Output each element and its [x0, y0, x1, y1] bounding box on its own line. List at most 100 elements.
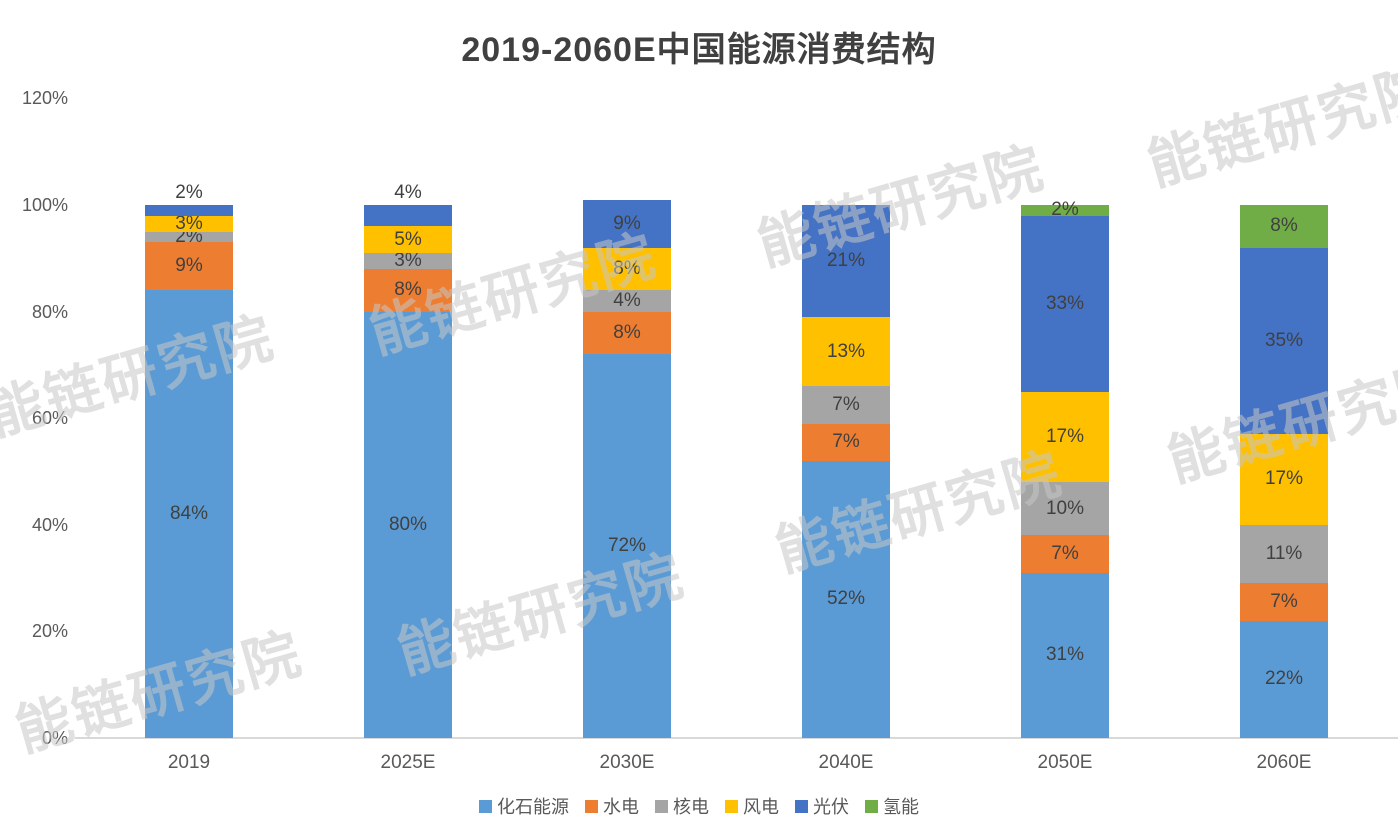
bar-segment-光伏	[145, 205, 233, 216]
bar-segment-核电	[583, 290, 671, 312]
bar-label: 35%	[1264, 329, 1304, 351]
legend-label: 水电	[603, 797, 639, 817]
bar-segment-核电	[1021, 482, 1109, 536]
legend-item-光伏: 光伏	[795, 793, 849, 819]
bar-segment-风电	[364, 226, 452, 253]
bar-label: 22%	[1264, 668, 1304, 690]
bar-label: 10%	[1045, 497, 1085, 519]
bar-segment-化石能源	[802, 460, 890, 738]
bar-label: 84%	[169, 503, 209, 525]
watermark: 能链研究院	[1140, 54, 1398, 197]
bar-segment-水电	[583, 311, 671, 355]
legend-item-氢能: 氢能	[865, 793, 919, 819]
x-axis-label: 2030E	[599, 752, 655, 773]
bar-segment-化石能源	[145, 290, 233, 738]
legend-swatch-icon	[795, 799, 808, 813]
x-axis-line	[75, 737, 1398, 739]
bar-segment-光伏	[583, 199, 671, 248]
bar-segment-核电	[802, 386, 890, 424]
bar-segment-风电	[145, 215, 233, 232]
y-axis-tick: 60%	[31, 408, 68, 429]
bar-segment-水电	[802, 423, 890, 461]
bar-segment-光伏	[1021, 215, 1109, 392]
bar-label: 4%	[394, 182, 422, 203]
bar-segment-化石能源	[364, 311, 452, 738]
y-axis-tick: 100%	[21, 195, 68, 215]
bar-label: 52%	[826, 588, 866, 610]
bar-segment-化石能源	[1021, 572, 1109, 738]
legend-label: 光伏	[813, 797, 849, 817]
bar-label: 5%	[394, 228, 422, 250]
legend-swatch-icon	[655, 799, 668, 813]
legend-swatch-icon	[479, 799, 492, 813]
x-axis-label: 2060E	[1256, 752, 1312, 773]
bar-label: 3%	[175, 212, 203, 234]
y-axis-tick: 20%	[31, 621, 68, 642]
legend-item-核电: 核电	[655, 793, 709, 819]
bar-label: 9%	[613, 212, 641, 234]
bar-label: 31%	[1045, 644, 1085, 666]
bar-label: 13%	[826, 340, 866, 362]
y-axis-tick: 80%	[31, 301, 68, 322]
bar-label: 9%	[175, 255, 203, 277]
bar-segment-水电	[1021, 535, 1109, 573]
bar-label: 11%	[1265, 543, 1303, 565]
legend-label: 氢能	[883, 797, 919, 817]
bar-label: 33%	[1045, 292, 1085, 314]
y-axis-tick: 0%	[41, 728, 68, 748]
legend-label: 核电	[673, 797, 709, 817]
x-axis-label: 2025E	[380, 752, 436, 773]
bar-label: 7%	[832, 431, 860, 453]
bar-label: 17%	[1045, 425, 1085, 447]
bar-segment-光伏	[802, 205, 890, 317]
bar-segment-氢能	[1240, 205, 1328, 248]
legend-label: 化石能源	[497, 797, 569, 817]
bar-label: 80%	[388, 513, 428, 535]
bar-label: 7%	[1051, 543, 1079, 565]
bar-segment-核电	[145, 231, 233, 243]
bar-label: 17%	[1264, 468, 1304, 490]
legend-swatch-icon	[725, 799, 738, 813]
legend-item-水电: 水电	[585, 793, 639, 819]
chart-legend: 化石能源 水电 核电 风电 光伏 氢能	[0, 793, 1398, 819]
bar-segment-氢能	[1021, 205, 1109, 216]
bar-segment-风电	[802, 316, 890, 387]
bar-label: 8%	[613, 321, 641, 343]
bar-segment-核电	[364, 252, 452, 269]
x-axis-label: 2050E	[1037, 752, 1093, 773]
bar-segment-风电	[583, 247, 671, 291]
bar-label: 8%	[394, 279, 422, 301]
legend-swatch-icon	[585, 799, 598, 813]
bar-segment-风电	[1240, 434, 1328, 525]
bar-segment-光伏	[1240, 247, 1328, 435]
chart-title: 2019-2060E中国能源消费结构	[461, 31, 937, 69]
legend-item-风电: 风电	[725, 793, 779, 819]
y-axis-tick: 120%	[21, 88, 68, 109]
bar-segment-水电	[145, 242, 233, 291]
bar-label: 4%	[613, 289, 641, 311]
x-axis-label: 2019	[167, 752, 211, 773]
bar-segment-水电	[1240, 583, 1328, 621]
bar-segment-化石能源	[1240, 620, 1328, 738]
bar-label: 21%	[826, 249, 866, 271]
bar-segment-水电	[364, 268, 452, 312]
bar-segment-风电	[1021, 391, 1109, 483]
bar-segment-化石能源	[583, 354, 671, 738]
bar-segment-光伏	[364, 205, 452, 227]
bar-label: 8%	[1270, 215, 1298, 237]
bar-label: 7%	[832, 393, 860, 415]
legend-item-化石能源: 化石能源	[479, 793, 569, 819]
bar-label: 8%	[613, 257, 641, 279]
legend-label: 风电	[743, 797, 779, 817]
legend-swatch-icon	[865, 799, 878, 813]
bar-label: 72%	[607, 535, 647, 557]
bar-label: 2%	[175, 182, 203, 203]
x-axis-label: 2040E	[818, 752, 874, 773]
bar-label: 3%	[394, 249, 422, 271]
bar-segment-核电	[1240, 524, 1328, 584]
watermark: 能链研究院	[750, 134, 1052, 277]
y-axis-tick: 40%	[31, 514, 68, 535]
bar-label: 2%	[1051, 199, 1079, 221]
